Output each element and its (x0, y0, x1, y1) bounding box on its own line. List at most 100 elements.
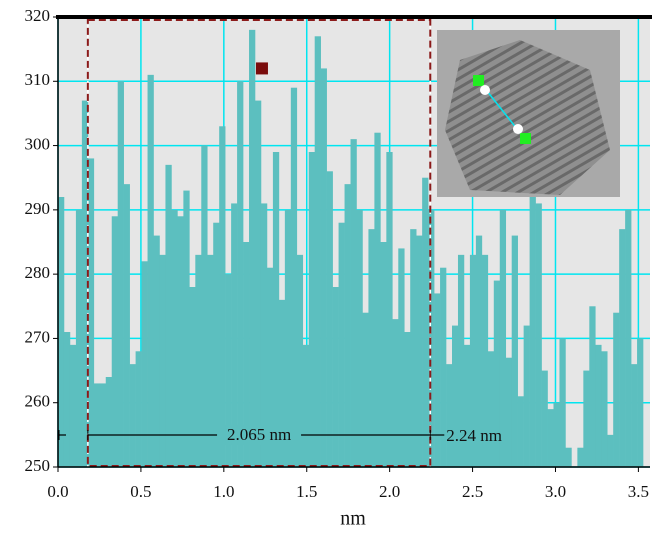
bar (159, 254, 166, 467)
bar (284, 209, 292, 467)
bar (314, 36, 321, 468)
bar (171, 209, 178, 467)
bar (452, 325, 459, 467)
x-tick-label: 0.5 (130, 482, 151, 501)
bar (404, 332, 411, 467)
bar (302, 344, 310, 467)
bar (237, 81, 244, 468)
y-tick-label: 320 (25, 6, 51, 25)
bar (344, 184, 351, 467)
y-tick-label: 290 (25, 199, 51, 218)
bar (583, 370, 590, 467)
region-box (86, 19, 432, 467)
y-tick-label: 310 (25, 70, 51, 89)
bar (278, 299, 286, 467)
bar (398, 248, 405, 467)
x-tick-label: 2.5 (462, 482, 483, 501)
bar (535, 203, 542, 467)
bar (147, 74, 154, 467)
bar (272, 152, 280, 467)
bar (463, 344, 471, 467)
bar (266, 267, 274, 467)
bar (475, 235, 483, 467)
bar (87, 158, 95, 467)
x-tick-label: 1.0 (213, 482, 234, 501)
bar (326, 171, 333, 468)
bar (183, 190, 190, 468)
bar (117, 81, 124, 468)
bar (589, 306, 596, 467)
bar (320, 68, 327, 467)
bar (231, 203, 238, 467)
bar (356, 209, 363, 467)
bar (553, 402, 560, 467)
bar (457, 254, 465, 467)
bar (123, 184, 130, 467)
bar (469, 254, 477, 467)
bar (577, 447, 584, 467)
y-tick-label: 260 (25, 392, 51, 411)
bar (499, 209, 507, 467)
bar (619, 229, 626, 467)
bar (243, 242, 250, 467)
bar (63, 332, 71, 467)
bar (81, 100, 89, 468)
bar (105, 377, 113, 467)
y-tick-label: 280 (25, 263, 51, 282)
bar (422, 177, 429, 467)
bar (93, 383, 101, 467)
bar (207, 254, 214, 467)
bar (201, 145, 208, 468)
bar (613, 312, 620, 467)
y-tick-label: 270 (25, 327, 51, 346)
bar (547, 409, 554, 467)
bar (177, 216, 184, 467)
bar (189, 287, 196, 467)
bar (386, 152, 393, 467)
x-tick-label: 3.5 (628, 482, 649, 501)
bar (69, 344, 77, 467)
bar (440, 267, 447, 467)
bar (129, 364, 136, 467)
bar (601, 351, 608, 467)
bar (290, 87, 298, 467)
bar (225, 274, 232, 467)
bar (374, 132, 381, 467)
bar (559, 338, 566, 467)
bar (517, 396, 524, 467)
annotation: 2.065 nm (227, 425, 291, 444)
bar (541, 370, 548, 467)
bar (481, 254, 489, 467)
bar (219, 126, 226, 468)
bar (99, 383, 107, 467)
bar (350, 139, 357, 467)
bar (75, 209, 83, 467)
label-bg (217, 425, 302, 445)
x-tick-label: 2.0 (379, 482, 400, 501)
bar (153, 235, 160, 467)
bar (493, 280, 501, 467)
marker (255, 62, 268, 75)
bar (141, 261, 148, 467)
bar (338, 222, 345, 467)
bar (249, 29, 256, 467)
bar (332, 287, 339, 467)
bar (58, 197, 65, 467)
x-axis-label: nm (340, 508, 366, 530)
annotation: 2.24 nm (446, 426, 502, 445)
bar (362, 312, 369, 467)
x-tick-label: 3.0 (545, 482, 566, 501)
bar (410, 229, 417, 467)
bar (595, 344, 602, 467)
bar (511, 235, 518, 467)
bar (625, 209, 632, 467)
bar (637, 338, 644, 467)
bar (368, 229, 375, 467)
bar (308, 152, 315, 467)
bar (505, 357, 513, 467)
bar (434, 293, 441, 467)
bar (607, 434, 614, 467)
bar (195, 254, 202, 467)
bar (213, 222, 220, 467)
